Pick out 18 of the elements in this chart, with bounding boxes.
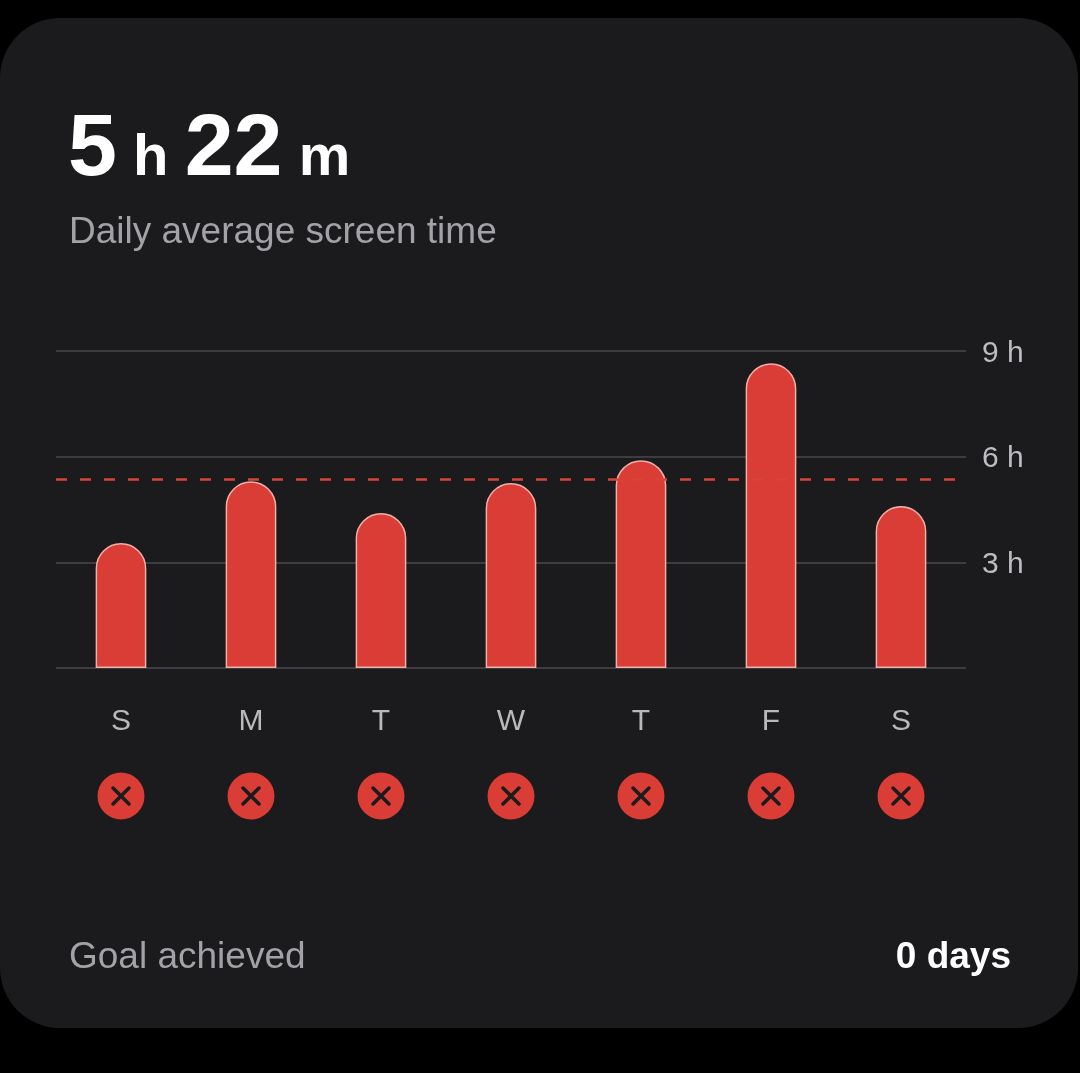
x-tick-label: T — [631, 702, 651, 736]
text: Goal achieved — [69, 935, 306, 976]
x-tick-label: S — [110, 702, 132, 736]
text: 0 days — [895, 935, 1011, 976]
x-tick-label: T — [371, 702, 391, 736]
chart-title: 5 h 22 m — [68, 95, 351, 194]
bar — [875, 505, 927, 668]
y-tick-label: 3 h — [982, 545, 1024, 579]
x-tick-label: M — [238, 702, 264, 736]
x-tick-label: W — [496, 702, 526, 736]
bar — [485, 483, 537, 668]
y-tick-label: 9 h — [982, 334, 1024, 368]
chart-subtitle: Daily average screen time — [69, 210, 497, 251]
x-tick-label: F — [761, 702, 781, 736]
y-tick-label: 6 h — [982, 440, 1024, 474]
bar — [355, 513, 407, 668]
bar — [95, 542, 147, 668]
x-tick-label: S — [890, 702, 912, 736]
